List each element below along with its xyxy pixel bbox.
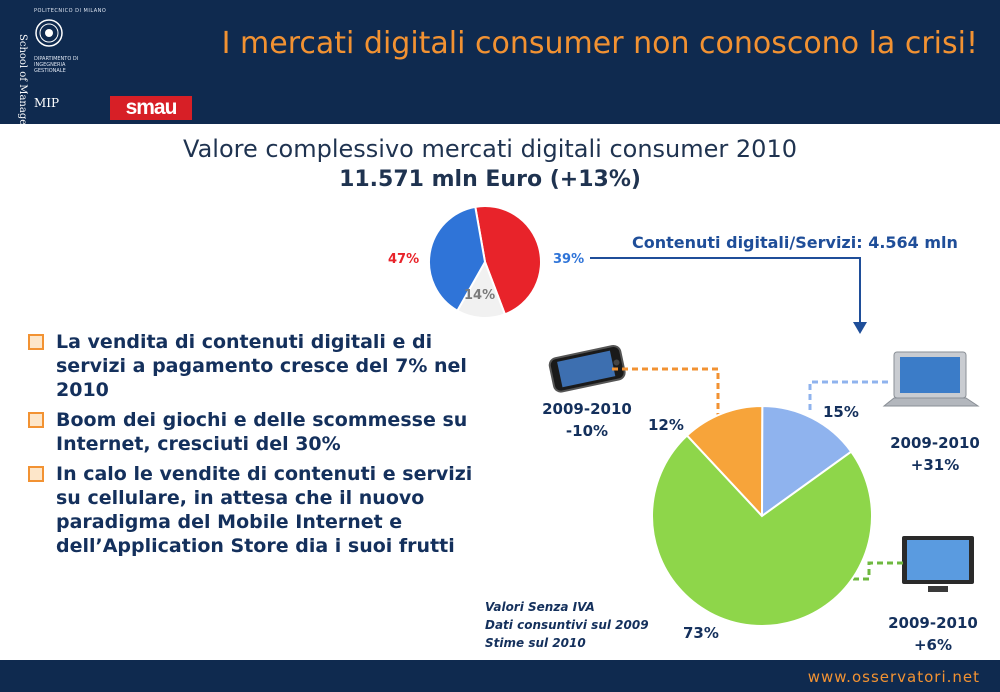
dashed-connector (808, 380, 888, 414)
large-pie-chart (651, 404, 873, 627)
pie-slice-blue (428, 205, 487, 313)
pie-slice-green (651, 434, 873, 627)
tv-growth: 2009-2010 +6% (888, 614, 978, 654)
connector-arrow (590, 257, 867, 334)
tv-icon (902, 536, 974, 592)
laptop-icon (882, 351, 980, 407)
pie-label-73: 73% (683, 624, 719, 642)
pie-label-47: 47% (388, 252, 420, 267)
pie-slice-lightblue (760, 404, 853, 518)
laptop-growth: 2009-2010 +31% (890, 434, 980, 474)
bullet-item: La vendita di contenuti digitali e di se… (28, 330, 498, 402)
mip-logo: MIP (34, 96, 60, 110)
small-pie-chart (428, 205, 542, 319)
seal-icon (35, 19, 63, 47)
chart-subtitle: Valore complessivo mercati digitali cons… (183, 135, 797, 163)
contenuti-label: Contenuti digitali/Servizi: 4.564 mln (632, 233, 958, 252)
notes: Valori Senza IVA Dati consuntivi sul 200… (485, 600, 649, 650)
pie-label-14: 14% (464, 288, 496, 303)
pie-slice-red (474, 205, 542, 316)
university-name: POLITECNICO DI MILANO (34, 8, 107, 14)
pie-slice-orange (685, 405, 764, 519)
bullet-item: Boom dei giochi e delle scommesse su Int… (28, 408, 498, 456)
website-url: www.osservatori.net (807, 668, 980, 686)
bullet-box-icon (28, 412, 44, 428)
footer-bar (0, 660, 1000, 692)
bullet-item: In calo le vendite di contenuti e serviz… (28, 462, 498, 558)
mobile-growth: 2009-2010 -10% (542, 400, 632, 440)
bullet-box-icon (28, 334, 44, 350)
pie-label-39: 39% (553, 252, 585, 267)
dashed-connector (847, 561, 903, 581)
smau-logo: smau (110, 96, 192, 120)
department-name: DIPARTIMENTO DI INGEGNERIA GESTIONALE (34, 56, 79, 74)
bullet-list: La vendita di contenuti digitali e di se… (28, 330, 498, 564)
headline: I mercati digitali consumer non conoscon… (221, 26, 978, 61)
bullet-box-icon (28, 466, 44, 482)
pie-label-12: 12% (648, 416, 684, 434)
smartphone-icon (548, 344, 626, 393)
school-name: School of Management (17, 34, 28, 151)
total-value: 11.571 mln Euro (+13%) (339, 167, 641, 192)
pie-label-15: 15% (823, 403, 859, 421)
